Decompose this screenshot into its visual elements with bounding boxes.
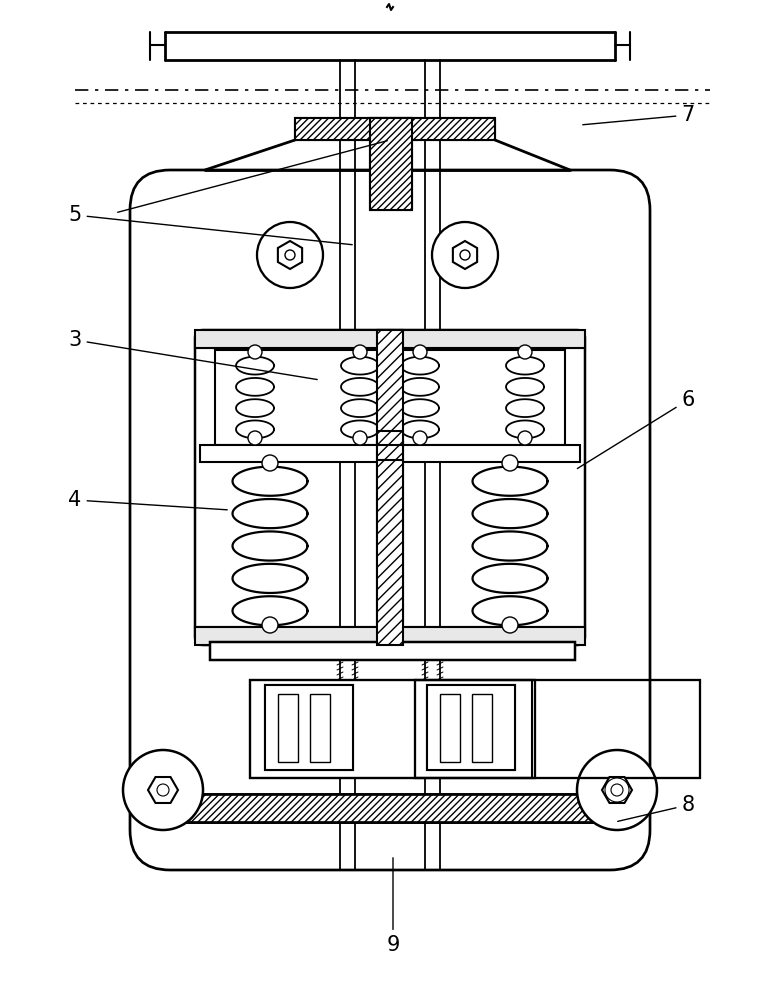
- Text: 5: 5: [69, 205, 352, 245]
- Bar: [148, 794, 632, 822]
- Circle shape: [577, 750, 657, 830]
- FancyBboxPatch shape: [195, 330, 585, 645]
- FancyBboxPatch shape: [130, 170, 650, 870]
- Text: 6: 6: [577, 390, 695, 469]
- Bar: [415, 680, 700, 778]
- Circle shape: [518, 431, 532, 445]
- Text: 4: 4: [69, 490, 227, 510]
- Bar: [265, 685, 353, 770]
- Circle shape: [413, 345, 427, 359]
- Text: 3: 3: [69, 330, 317, 380]
- Bar: [195, 627, 585, 645]
- Circle shape: [248, 431, 262, 445]
- Circle shape: [460, 250, 470, 260]
- Bar: [250, 680, 532, 778]
- Bar: [310, 694, 330, 762]
- Bar: [427, 685, 515, 770]
- Circle shape: [353, 345, 367, 359]
- Bar: [295, 118, 495, 140]
- Bar: [250, 680, 535, 778]
- Bar: [200, 445, 580, 462]
- Bar: [440, 694, 460, 762]
- Bar: [215, 350, 565, 445]
- Circle shape: [157, 784, 169, 796]
- Circle shape: [123, 750, 203, 830]
- Circle shape: [413, 431, 427, 445]
- Circle shape: [502, 455, 518, 471]
- Bar: [370, 118, 412, 210]
- Text: 9: 9: [386, 858, 400, 955]
- Text: 8: 8: [618, 795, 695, 821]
- Bar: [265, 685, 353, 770]
- Circle shape: [262, 617, 278, 633]
- Circle shape: [257, 222, 323, 288]
- Text: 7: 7: [583, 105, 695, 125]
- Circle shape: [432, 222, 498, 288]
- Circle shape: [248, 345, 262, 359]
- Bar: [195, 330, 585, 348]
- Circle shape: [611, 784, 623, 796]
- Circle shape: [502, 617, 518, 633]
- Circle shape: [518, 345, 532, 359]
- Circle shape: [353, 431, 367, 445]
- Bar: [472, 694, 492, 762]
- Bar: [377, 330, 403, 645]
- Circle shape: [285, 250, 295, 260]
- Bar: [377, 442, 403, 460]
- Bar: [278, 694, 298, 762]
- Circle shape: [262, 455, 278, 471]
- Bar: [427, 685, 515, 770]
- Bar: [210, 642, 575, 660]
- Bar: [377, 431, 403, 445]
